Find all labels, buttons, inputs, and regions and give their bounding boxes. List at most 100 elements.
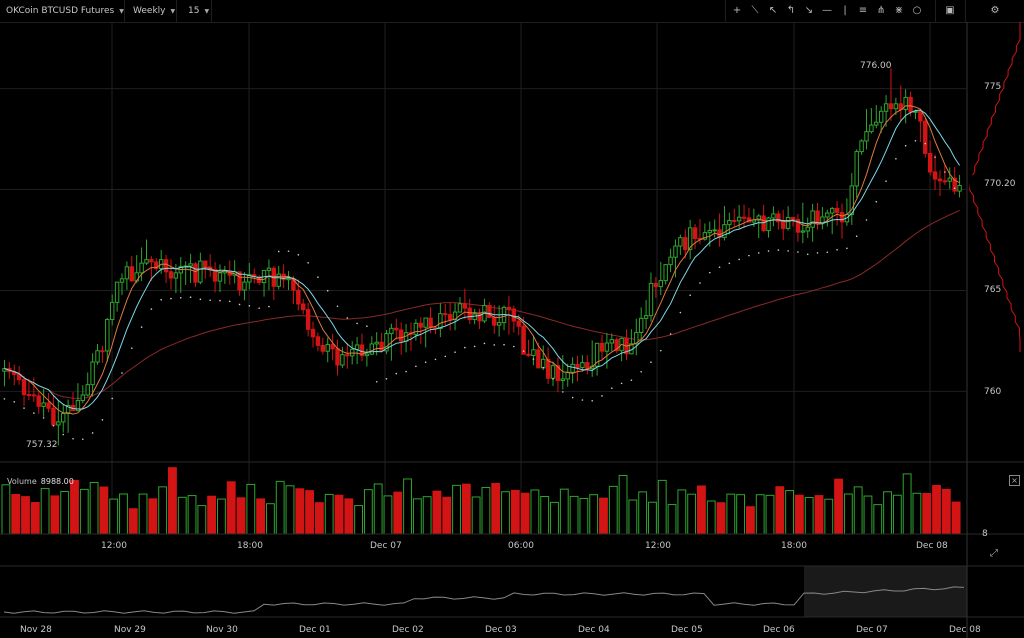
candle-body	[51, 407, 56, 426]
candle-body	[687, 227, 693, 250]
candle-body	[359, 344, 365, 357]
sar-dot	[346, 317, 349, 319]
candle-body	[384, 333, 389, 352]
sar-dot	[895, 157, 897, 160]
candle-body	[61, 413, 66, 423]
sar-dot	[503, 343, 505, 346]
candle-body	[379, 341, 384, 352]
sar-dot	[160, 298, 162, 301]
expand-icon[interactable]: ⤢	[990, 548, 998, 559]
candle-body	[849, 185, 855, 215]
path-icon[interactable]: ↰	[786, 5, 796, 16]
candle-body	[90, 361, 95, 386]
volume-bar	[50, 495, 60, 535]
sar-dot	[924, 142, 927, 145]
candle-body	[957, 184, 962, 192]
volume-bar	[344, 498, 354, 535]
price-tick-last: 770.20	[984, 179, 1016, 189]
sar-dot	[757, 252, 760, 254]
time-label-7: Dec 08	[916, 541, 948, 551]
sar-dot	[140, 326, 143, 328]
gann-icon[interactable]: ⋇	[894, 5, 904, 16]
candle-body	[516, 320, 521, 327]
horizontal-line-icon[interactable]: —	[822, 5, 832, 16]
candle-body	[683, 237, 688, 250]
price-chart[interactable]: 775 770.20 765 760 776.00 757.32 8 12:00…	[0, 22, 1024, 638]
volume-bar	[814, 495, 824, 535]
volume-bar	[785, 490, 795, 535]
candle-body	[144, 259, 149, 264]
sar-dot	[72, 437, 74, 440]
sar-dot	[748, 254, 750, 257]
candle-body	[555, 365, 561, 382]
volume-bar	[883, 491, 892, 535]
volume-bar	[941, 488, 951, 535]
candle-body	[854, 151, 859, 187]
volume-bar	[481, 486, 491, 535]
nav-label-5: Dec 02	[392, 625, 424, 635]
crosshair-icon[interactable]: +	[732, 5, 742, 16]
volume-bar	[589, 494, 599, 535]
candle-body	[41, 402, 46, 407]
vertical-line-icon[interactable]: |	[843, 5, 847, 16]
symbol-selector[interactable]: OKCoin BTCUSD Futures ▼	[0, 0, 125, 22]
candle-body	[761, 215, 766, 232]
candle-body	[570, 363, 575, 373]
ma-slow-line	[4, 209, 960, 399]
fib-icon[interactable]: ≡	[858, 5, 868, 16]
candle-body	[428, 317, 433, 329]
candle-body	[418, 322, 423, 328]
volume-value: 8988.00	[40, 477, 74, 486]
nav-label-8: Dec 05	[671, 625, 703, 635]
arrow-icon[interactable]: ↘	[804, 5, 814, 16]
volume-bar	[657, 479, 667, 535]
candle-body	[864, 131, 869, 142]
gear-icon[interactable]: ⚙	[990, 5, 1000, 16]
volume-bar	[99, 486, 109, 535]
sar-dot	[493, 344, 496, 346]
volume-bar	[226, 481, 236, 535]
sar-dot	[718, 266, 721, 268]
candle-body	[913, 110, 918, 113]
candle-body	[634, 331, 639, 345]
sar-dot	[542, 366, 545, 369]
volume-bar	[599, 497, 608, 535]
indicator-icon[interactable]: ▣	[945, 5, 955, 16]
pitchfork-icon[interactable]: ⋔	[876, 5, 886, 16]
candle-body	[340, 354, 345, 366]
sar-dot	[415, 365, 417, 368]
nav-label-7: Dec 04	[578, 625, 610, 635]
candle-body	[795, 218, 801, 233]
candle-body	[869, 124, 874, 133]
candle-body	[487, 304, 492, 319]
interval-label: 15	[188, 6, 200, 16]
close-icon[interactable]: ×	[1009, 475, 1020, 486]
volume-bar	[30, 502, 40, 535]
sar-dot	[708, 271, 711, 274]
volume-bar	[89, 481, 99, 535]
candle-body	[330, 344, 335, 350]
volume-bar	[70, 479, 79, 535]
ray-icon[interactable]: ↖	[768, 5, 778, 16]
circle-icon[interactable]: ○	[912, 5, 922, 16]
moving-average-lines	[4, 105, 961, 415]
volume-bar	[745, 506, 755, 535]
candle-body	[46, 402, 51, 409]
trendline-icon[interactable]: ⟍	[751, 5, 759, 16]
chevron-down-icon: ▼	[204, 8, 210, 15]
volume-bar	[892, 494, 902, 535]
candle-body	[173, 272, 179, 279]
sar-dot	[62, 433, 65, 436]
candle-body	[242, 281, 247, 291]
volume-bar	[775, 486, 785, 535]
candle-body	[776, 213, 781, 223]
volume-bar	[207, 495, 217, 535]
volume-bar	[148, 498, 158, 535]
candle-body	[36, 395, 41, 407]
nav-label-11: Dec 08	[949, 625, 981, 635]
interval-selector[interactable]: 15 ▼	[182, 0, 212, 22]
candle-body	[874, 121, 879, 126]
sar-dot	[767, 250, 770, 252]
candle-body	[781, 221, 786, 229]
contract-selector[interactable]: Weekly ▼	[127, 0, 177, 22]
